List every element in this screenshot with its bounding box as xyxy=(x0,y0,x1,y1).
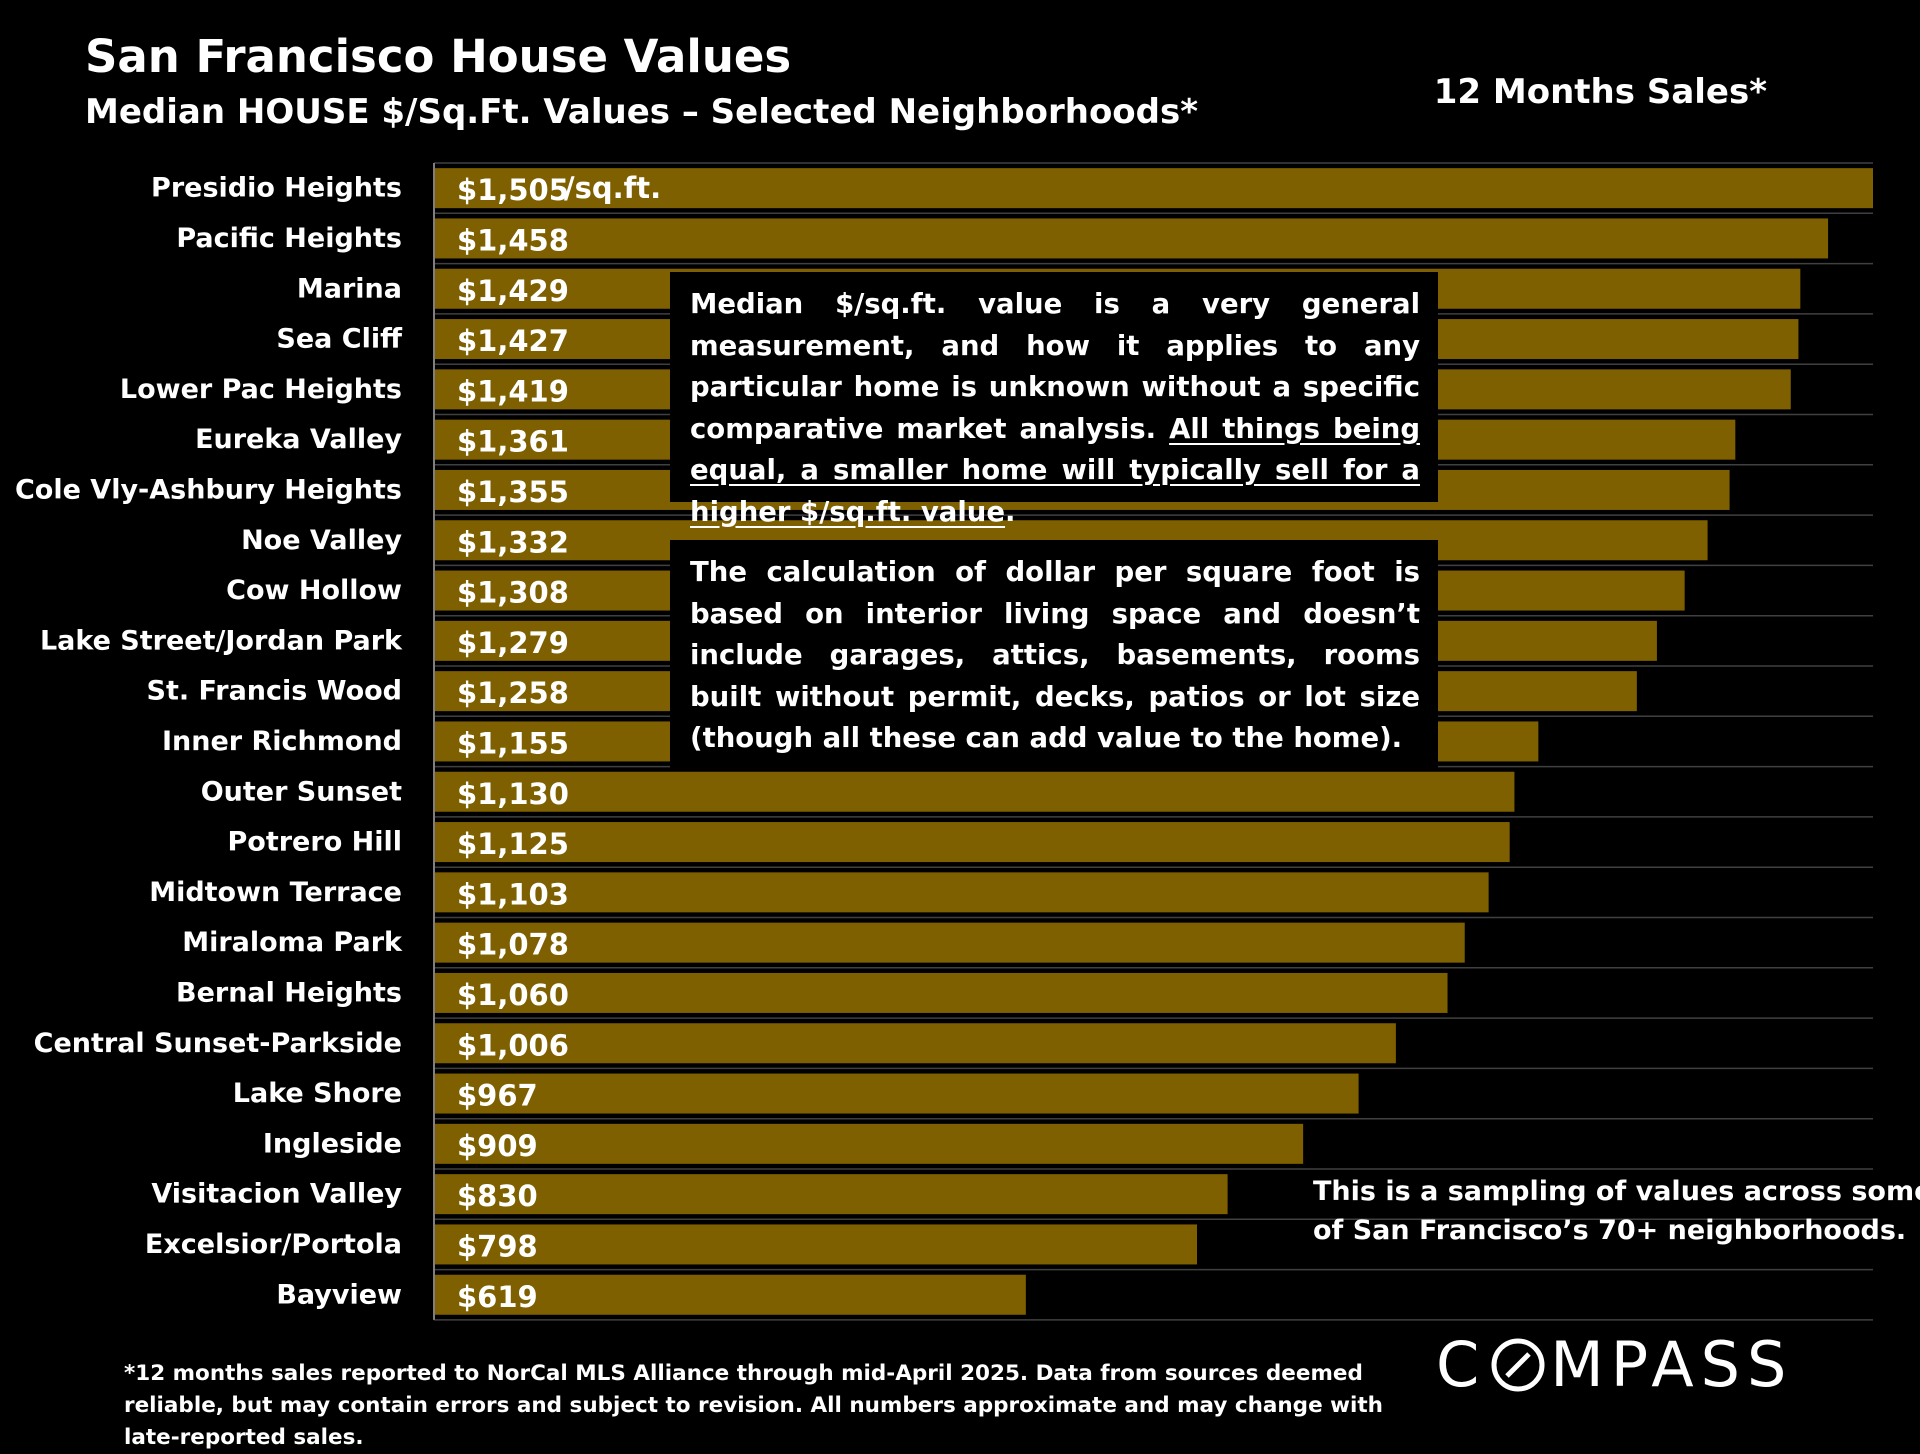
value-label: $1,355 xyxy=(457,475,569,509)
bar xyxy=(434,1224,1198,1265)
compass-o-icon xyxy=(1491,1338,1545,1391)
value-label: $1,125 xyxy=(457,827,569,861)
category-label: Inner Richmond xyxy=(162,726,402,757)
category-label: Lake Shore xyxy=(233,1078,402,1109)
value-label: $1,458 xyxy=(457,223,569,257)
bar xyxy=(434,1174,1228,1215)
value-label: $1,060 xyxy=(457,978,569,1012)
category-label: Excelsior/Portola xyxy=(145,1229,402,1260)
value-label: $1,006 xyxy=(457,1028,569,1062)
value-label: $1,419 xyxy=(457,374,569,408)
sampling-line-2: of San Francisco’s 70+ neighborhoods. xyxy=(1313,1215,1907,1246)
category-label: St. Francis Wood xyxy=(147,676,402,707)
value-label: $798 xyxy=(457,1229,538,1263)
value-label: $619 xyxy=(457,1280,538,1314)
category-label: Cole Vly-Ashbury Heights xyxy=(15,474,402,505)
sampling-note: This is a sampling of values across some… xyxy=(1313,1172,1920,1250)
period-label: 12 Months Sales* xyxy=(1433,72,1767,112)
value-label: $1,279 xyxy=(457,626,569,660)
value-labels: $1,505/sq.ft. $1,458 $1,429 $1,427 $1,419 $1,… xyxy=(457,171,661,1314)
category-label: Central Sunset-Parkside xyxy=(34,1028,402,1059)
logo-text-end: MPASS xyxy=(1550,1328,1794,1401)
note-median-underlined: All things being equal, a smaller home w… xyxy=(690,412,1421,528)
bar-chart: Presidio Heights Pacific Heights Marina Sea… xyxy=(15,162,1873,1321)
category-label: Bernal Heights xyxy=(176,977,402,1008)
bar xyxy=(434,822,1510,863)
category-label: Bayview xyxy=(276,1279,402,1310)
logo-text-start: C xyxy=(1436,1328,1487,1401)
bar xyxy=(434,1123,1304,1164)
chart-subtitle: Median HOUSE $/Sq.Ft. Values – Selected … xyxy=(85,92,1199,132)
bar xyxy=(434,168,1873,209)
value-label: $1,155 xyxy=(457,726,569,760)
category-label: Eureka Valley xyxy=(195,424,402,455)
value-label: $1,429 xyxy=(457,274,569,308)
category-label: Visitacion Valley xyxy=(151,1179,402,1210)
category-label: Lake Street/Jordan Park xyxy=(40,625,403,656)
category-labels: Presidio Heights Pacific Heights Marina Sea… xyxy=(15,173,403,1311)
value-label: $967 xyxy=(457,1079,538,1113)
category-label: Ingleside xyxy=(263,1128,402,1159)
value-label: $1,427 xyxy=(457,324,569,358)
category-label: Marina xyxy=(297,273,402,304)
bar xyxy=(434,922,1465,963)
value-label: $1,308 xyxy=(457,576,569,610)
note-median-explanation: Median $/sq.ft. value is a very general … xyxy=(670,272,1438,528)
bar xyxy=(434,771,1515,812)
value-label: $1,505 xyxy=(457,173,569,207)
bar xyxy=(434,1023,1396,1064)
value-label: $1,103 xyxy=(457,877,569,911)
unit-label: /sq.ft. xyxy=(564,171,661,205)
category-label: Sea Cliff xyxy=(276,324,403,355)
value-label: $830 xyxy=(457,1179,538,1213)
category-label: Lower Pac Heights xyxy=(120,374,402,405)
category-label: Outer Sunset xyxy=(201,776,402,807)
category-label: Midtown Terrace xyxy=(149,877,402,908)
category-label: Cow Hollow xyxy=(226,575,402,606)
value-label: $1,078 xyxy=(457,928,569,962)
bar xyxy=(434,1274,1026,1315)
bar xyxy=(434,218,1829,259)
chart-title: San Francisco House Values xyxy=(85,30,792,83)
category-label: Potrero Hill xyxy=(228,827,403,858)
sampling-line-1: This is a sampling of values across some xyxy=(1313,1176,1920,1207)
bar xyxy=(434,1073,1359,1114)
bar xyxy=(434,972,1448,1013)
category-label: Miraloma Park xyxy=(182,927,403,958)
category-label: Presidio Heights xyxy=(151,173,402,204)
value-label: $1,332 xyxy=(457,525,569,559)
value-label: $1,258 xyxy=(457,676,569,710)
category-label: Noe Valley xyxy=(241,525,402,556)
bar xyxy=(434,872,1489,913)
compass-logo: C MPASS xyxy=(1436,1328,1793,1401)
value-label: $909 xyxy=(457,1129,538,1163)
value-label: $1,130 xyxy=(457,777,569,811)
note-median-text: Median $/sq.ft. value is a very general … xyxy=(690,288,1420,445)
value-label: $1,361 xyxy=(457,425,569,459)
category-label: Pacific Heights xyxy=(176,223,402,254)
note-calculation-explanation: The calculation of dollar per square foo… xyxy=(670,540,1438,770)
note-median-end: . xyxy=(1005,495,1016,528)
